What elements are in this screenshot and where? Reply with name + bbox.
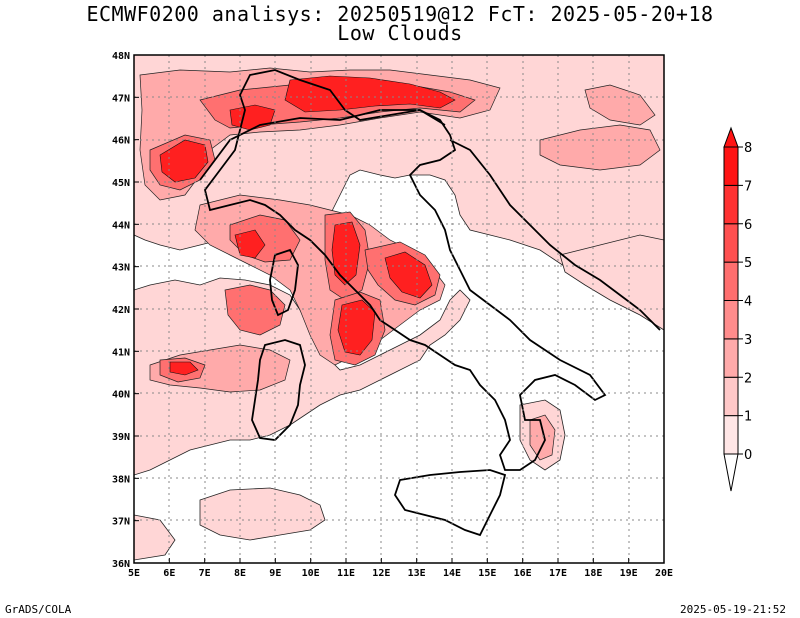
colorbar-label: 5 bbox=[744, 256, 752, 271]
lon-axis: 5E 6E 7E 8E 9E 10E 11E 12E 13E 14E 15E 16E 17E 18E 19E… bbox=[128, 568, 673, 579]
colorbar-label: 7 bbox=[744, 179, 752, 194]
lon-tick-label: 18E bbox=[584, 568, 602, 579]
lon-tick-label: 7E bbox=[199, 568, 211, 579]
colorbar: 0 1 2 3 4 5 6 7 8 bbox=[723, 126, 752, 492]
colorbar-swatch bbox=[723, 223, 739, 263]
colorbar-label: 6 bbox=[744, 218, 752, 233]
credit-text: GrADS/COLA bbox=[5, 603, 72, 616]
colorbar-label: 4 bbox=[744, 295, 752, 310]
timestamp-text: 2025-05-19-21:52 bbox=[680, 603, 786, 616]
cloud-area-sicily-south bbox=[134, 514, 176, 561]
lat-axis: 48N 47N 46N 45N 44N 43N 42N 41N 40N 39N 38N 37N 36N bbox=[112, 51, 130, 570]
sicily-coastline bbox=[394, 469, 507, 537]
lon-tick-label: 6E bbox=[163, 568, 175, 579]
axis-ticks bbox=[133, 54, 665, 564]
italy-coastline bbox=[204, 69, 607, 471]
lat-tick-label: 36N bbox=[112, 559, 130, 570]
alps-border bbox=[199, 109, 446, 181]
lon-tick-label: 14E bbox=[443, 568, 461, 579]
colorbar-swatch bbox=[723, 146, 739, 186]
lon-tick-label: 19E bbox=[620, 568, 638, 579]
lon-tick-label: 15E bbox=[478, 568, 496, 579]
coastlines bbox=[199, 69, 661, 537]
sardinia-coastline bbox=[251, 339, 306, 441]
lat-tick-label: 44N bbox=[112, 220, 130, 231]
colorbar-swatch bbox=[723, 261, 739, 301]
colorbar-bottom-arrow bbox=[723, 453, 739, 492]
lat-tick-label: 37N bbox=[112, 517, 130, 528]
lat-tick-label: 43N bbox=[112, 263, 130, 274]
lon-tick-label: 9E bbox=[269, 568, 281, 579]
map-subtitle: Low Clouds bbox=[337, 21, 463, 45]
colorbar-label: 3 bbox=[744, 333, 752, 348]
map-title: ECMWF0200 analisys: 20250519@12 FcT: 202… bbox=[86, 2, 714, 26]
colorbar-swatch bbox=[723, 376, 739, 417]
lat-tick-label: 42N bbox=[112, 305, 130, 316]
lon-tick-label: 11E bbox=[337, 568, 355, 579]
lat-tick-label: 39N bbox=[112, 432, 130, 443]
corsica-coastline bbox=[269, 248, 299, 317]
colorbar-swatch bbox=[723, 184, 739, 225]
colorbar-swatch bbox=[723, 415, 739, 455]
balkan-coastline bbox=[449, 139, 661, 331]
lat-tick-label: 45N bbox=[112, 178, 130, 189]
lon-tick-label: 17E bbox=[549, 568, 567, 579]
lon-tick-label: 5E bbox=[128, 568, 140, 579]
lat-tick-label: 48N bbox=[112, 51, 130, 62]
lat-tick-label: 40N bbox=[112, 390, 130, 401]
lon-tick-label: 20E bbox=[655, 568, 673, 579]
lat-tick-label: 47N bbox=[112, 93, 130, 104]
lat-tick-label: 46N bbox=[112, 136, 130, 147]
lon-tick-label: 10E bbox=[302, 568, 320, 579]
cloud-area-south-sardinia bbox=[199, 487, 326, 541]
colorbar-label: 8 bbox=[744, 141, 752, 156]
lon-tick-label: 13E bbox=[408, 568, 426, 579]
colorbar-swatch bbox=[723, 300, 739, 340]
colorbar-top-arrow bbox=[723, 126, 739, 148]
lat-tick-label: 41N bbox=[112, 347, 130, 358]
lon-tick-label: 8E bbox=[234, 568, 246, 579]
colorbar-label: 1 bbox=[744, 410, 752, 425]
colorbar-swatch bbox=[723, 338, 739, 378]
lat-tick-label: 38N bbox=[112, 474, 130, 485]
graticule bbox=[134, 55, 664, 563]
lon-tick-label: 16E bbox=[514, 568, 532, 579]
colorbar-label: 2 bbox=[744, 371, 752, 386]
colorbar-label: 0 bbox=[744, 448, 752, 463]
lon-tick-label: 12E bbox=[372, 568, 390, 579]
